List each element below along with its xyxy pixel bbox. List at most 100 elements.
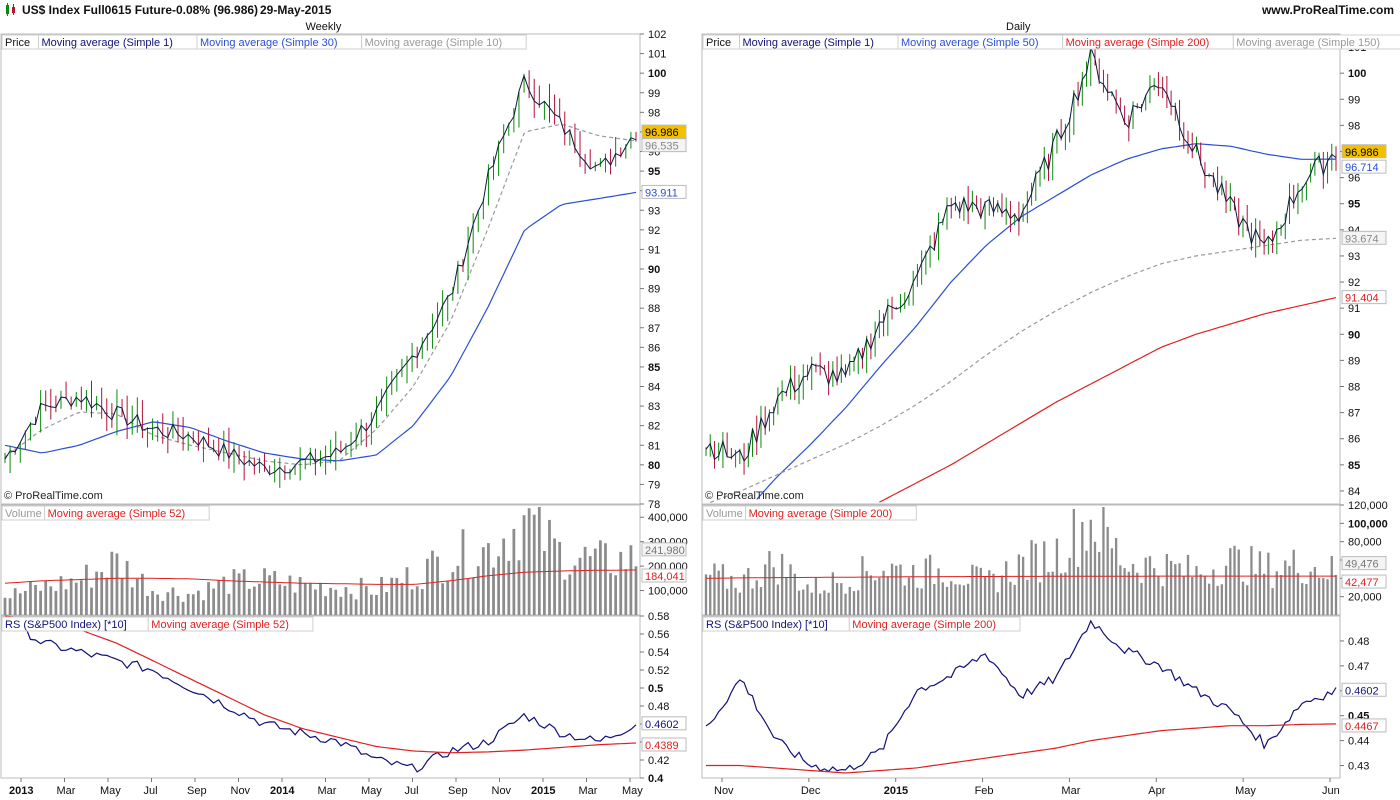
weekly-price-tick-label: 95: [648, 166, 660, 178]
daily-price-legend-item: Moving average (Simple 1): [743, 37, 874, 49]
weekly-volume-bar: [298, 577, 302, 615]
weekly-price-badge-text: 96.986: [645, 127, 679, 139]
weekly-volume-bar: [3, 597, 7, 615]
weekly-x-label: 2013: [9, 785, 33, 797]
daily-volume-bar: [709, 574, 712, 615]
weekly-price-tick-label: 86: [648, 342, 660, 354]
weekly-volume-bar: [507, 560, 511, 615]
daily-volume-bar: [1169, 560, 1173, 615]
daily-volume-bar: [933, 584, 936, 615]
weekly-volume-bar: [100, 572, 104, 615]
daily-volume-bar: [1047, 572, 1050, 615]
daily-volume-bar: [1021, 556, 1025, 615]
daily-volume-bar: [1254, 573, 1257, 615]
weekly-rs-line: [4, 616, 637, 773]
weekly-volume-bar: [105, 577, 109, 615]
weekly-rs-tick-label: 0.42: [648, 755, 669, 767]
daily-volume-bar: [1131, 563, 1135, 615]
weekly-price-tick-label: 98: [648, 107, 660, 119]
daily-volume-bar: [780, 554, 784, 615]
weekly-volume-bar: [303, 583, 307, 615]
weekly-x-label: Nov: [231, 785, 251, 797]
daily-volume-bar: [1241, 581, 1245, 615]
chart-canvas[interactable]: Weekly1021011009998979695949392919089888…: [0, 18, 1400, 800]
weekly-volume-bar: [202, 600, 205, 615]
weekly-volume-bar: [476, 566, 480, 615]
weekly-volume-bar: [629, 545, 633, 615]
daily-volume-bar: [1017, 554, 1021, 615]
daily-volume-bar: [1030, 540, 1033, 615]
weekly-price-tick-label: 93: [648, 205, 660, 217]
daily-volume-bar: [907, 577, 911, 615]
daily-volume-bar: [1305, 584, 1308, 615]
daily-volume-bar: [835, 583, 839, 615]
weekly-volume-bar: [79, 580, 83, 615]
weekly-volume-bar: [543, 551, 546, 615]
weekly-volume-bar: [222, 576, 226, 615]
daily-price-tick-label: 89: [1348, 355, 1360, 367]
daily-volume-bar: [814, 577, 818, 615]
daily-volume-frame: [701, 504, 1341, 616]
daily-volume-bar: [768, 551, 771, 615]
weekly-price-tick-label: 82: [648, 421, 660, 433]
daily-volume-tick-label: 120,000: [1348, 500, 1388, 512]
weekly-volume-bar: [395, 577, 399, 615]
weekly-vol-badge-text: 241,980: [645, 545, 685, 557]
weekly-volume-bar: [125, 560, 129, 615]
daily-price-legend-box: [1232, 34, 1400, 50]
daily-volume-bar: [1182, 576, 1185, 615]
daily-volume-bar: [1005, 561, 1008, 615]
weekly-rs-legend-item: RS (S&P500 Index) [*10]: [5, 619, 127, 631]
weekly-volume-bar: [563, 579, 567, 615]
weekly-rs-tick-label: 0.4: [648, 773, 664, 785]
weekly-volume-bar: [441, 583, 445, 615]
daily-volume-bar: [954, 584, 957, 615]
daily-volume-bar: [764, 564, 767, 615]
weekly-timeframe-label: Weekly: [306, 21, 342, 33]
daily-volume-bar: [1288, 565, 1291, 615]
daily-volume-bar: [852, 591, 856, 615]
weekly-volume-bar: [634, 566, 638, 615]
daily-price-tick-label: 98: [1348, 120, 1360, 132]
daily-volume-bar: [1106, 526, 1109, 615]
weekly-volume-bar: [18, 593, 22, 615]
daily-volume-bar: [983, 576, 987, 615]
weekly-volume-bar: [141, 573, 144, 615]
weekly-volume-bar: [425, 558, 429, 615]
weekly-volume-bar: [329, 587, 333, 615]
weekly-volume-bar: [181, 601, 185, 615]
weekly-price-legend-item: Price: [5, 37, 30, 49]
weekly-volume-bar: [415, 586, 419, 615]
daily-volume-bar: [1216, 585, 1219, 615]
weekly-price-tick-label: 85: [648, 362, 660, 374]
weekly-volume-bar: [176, 595, 180, 615]
daily-volume-bar: [730, 575, 733, 615]
weekly-rs-tick-label: 0.48: [648, 701, 669, 713]
daily-volume-bar: [1153, 568, 1156, 615]
daily-rs-ma-line: [706, 723, 1337, 774]
daily-price-tick-label: 84: [1348, 486, 1360, 498]
weekly-x-label: Mar: [57, 785, 76, 797]
weekly-volume-bar: [456, 565, 460, 615]
daily-volume-bar: [1102, 507, 1105, 615]
daily-rs-legend-box: [848, 616, 1021, 632]
weekly-volume-bar: [308, 583, 312, 615]
weekly-volume-tick-label: 400,000: [648, 512, 688, 524]
weekly-rsma-badge-text: 0.4389: [645, 740, 679, 752]
daily-volume-bar: [1224, 565, 1228, 615]
site-link[interactable]: www.ProRealTime.com: [1261, 3, 1394, 17]
weekly-volume-bar: [29, 581, 32, 615]
daily-volume-bar: [840, 583, 843, 615]
weekly-volume-bar: [492, 567, 495, 615]
weekly-volume-bar: [191, 594, 195, 615]
weekly-price-tick-label: 100: [648, 68, 666, 80]
candlestick-icon: [4, 3, 18, 19]
daily-volume-bar: [1081, 521, 1084, 615]
weekly-volume-bar: [252, 586, 256, 615]
daily-volume-bar: [1292, 549, 1295, 615]
daily-x-label: Feb: [975, 785, 994, 797]
daily-volume-bar: [1279, 575, 1283, 615]
daily-vol-badge: [1341, 556, 1387, 571]
weekly-volume-bar: [288, 575, 292, 615]
daily-volume-bar: [1038, 582, 1042, 615]
